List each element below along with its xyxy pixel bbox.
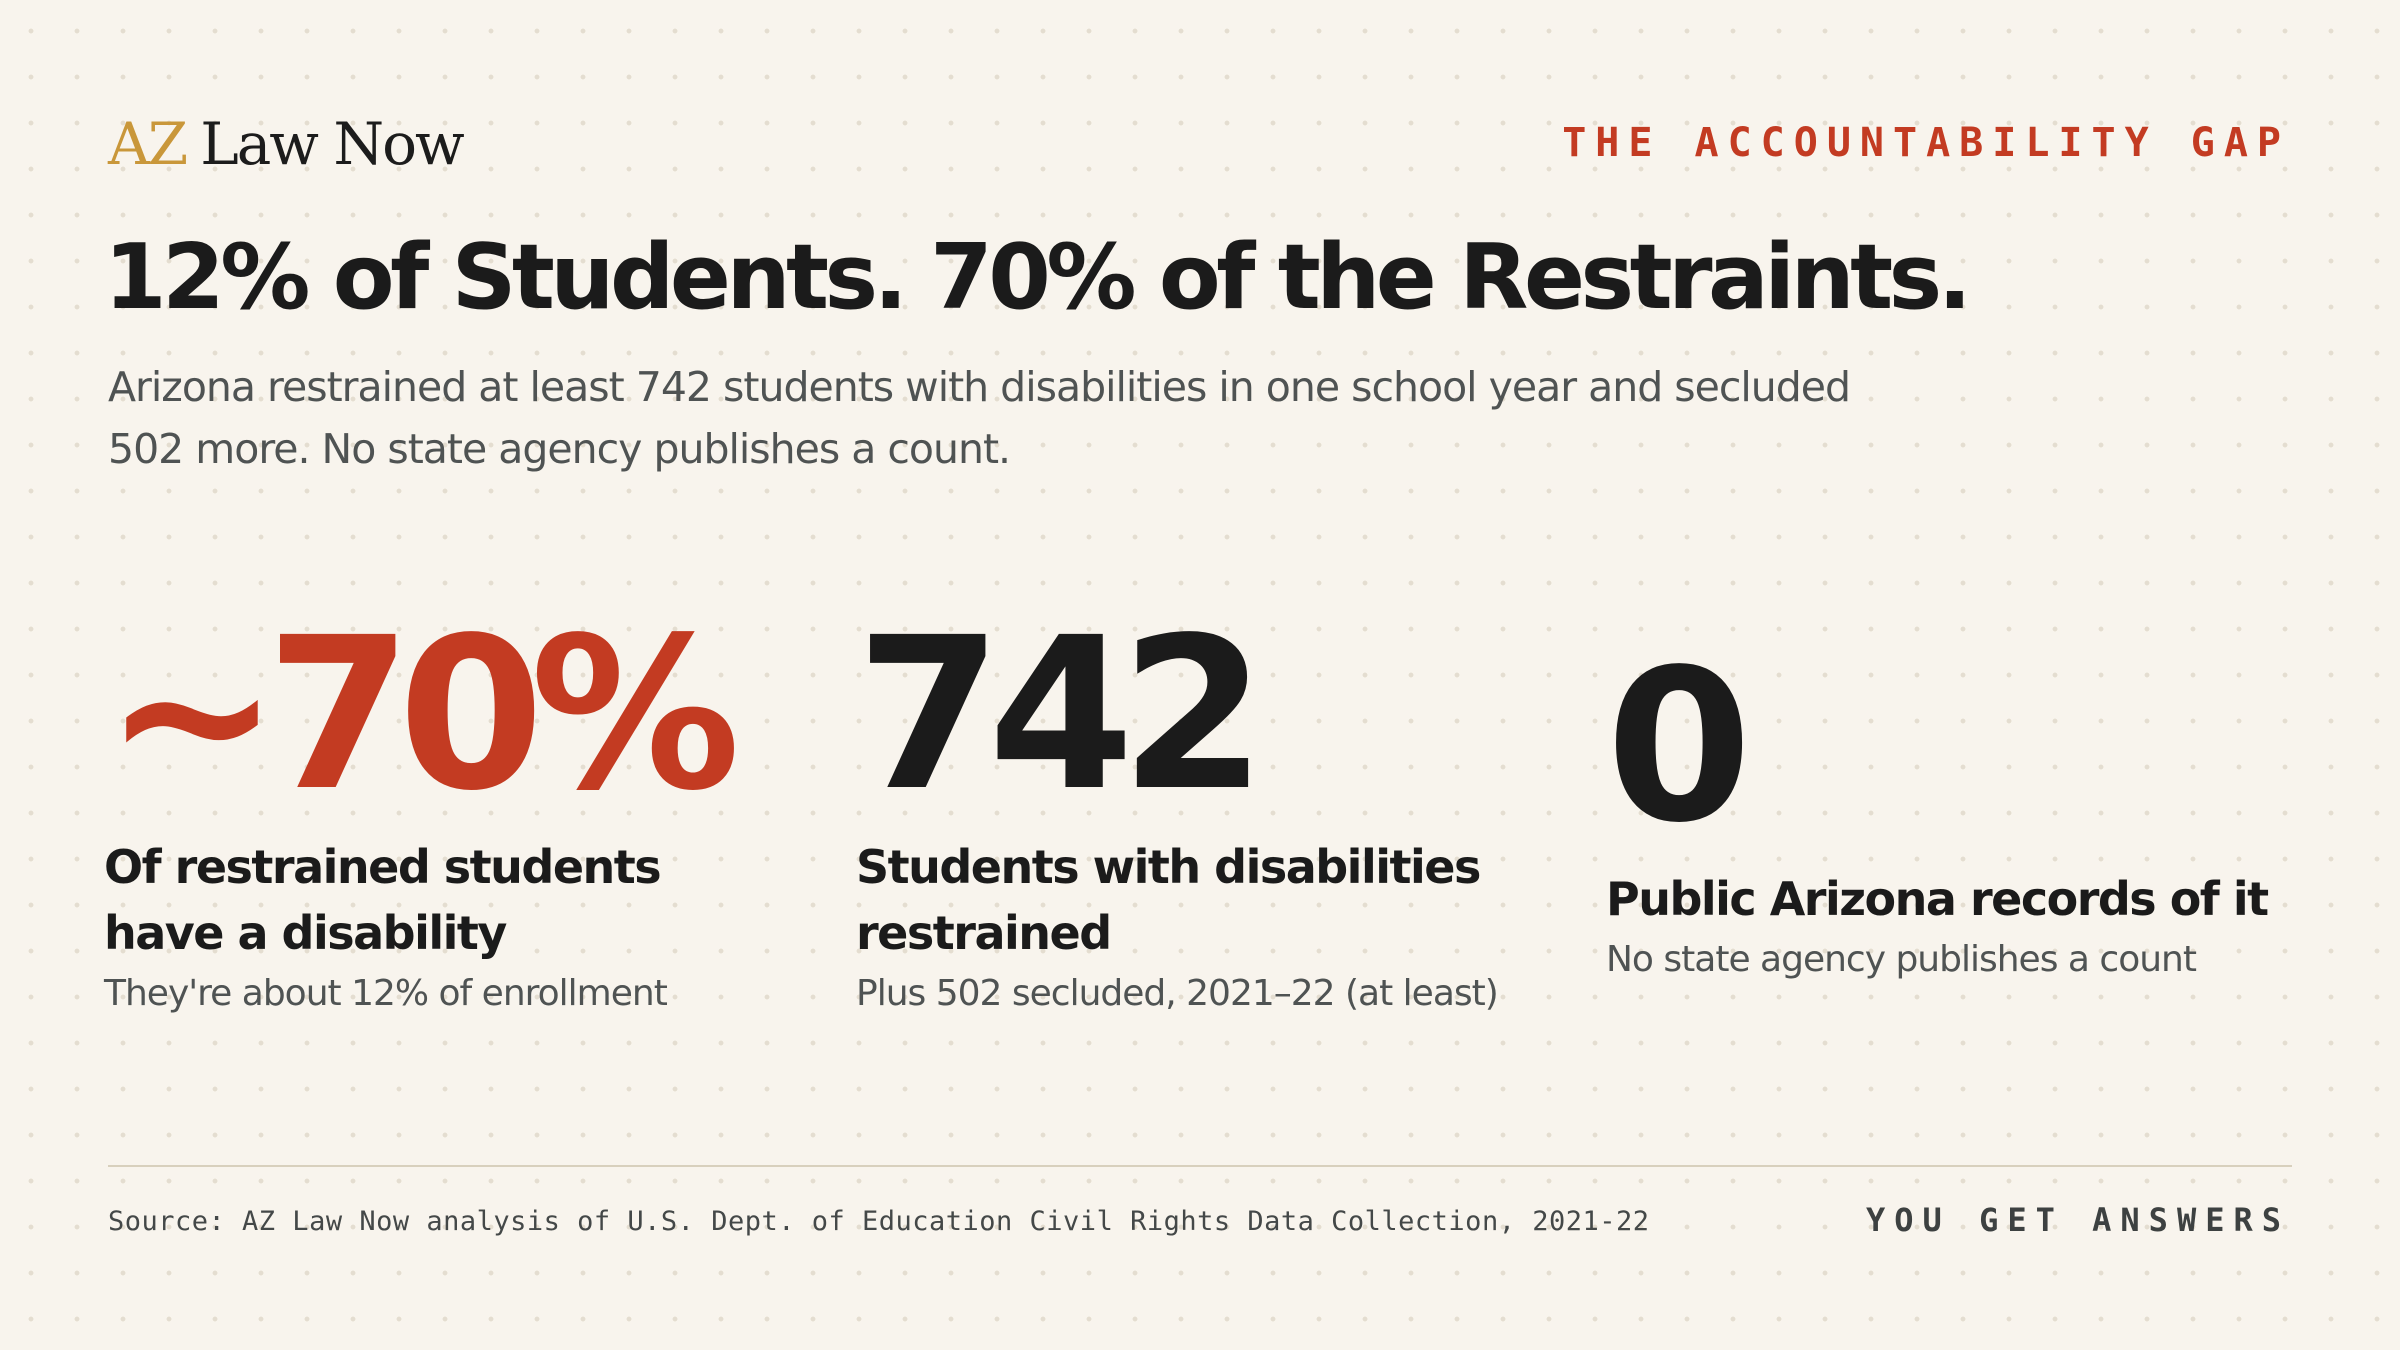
stat-subtext: They're about 12% of enrollment (104, 973, 668, 1014)
stat-value: 0 (1606, 624, 1752, 869)
brand-logo: AZ Law Now (108, 104, 465, 184)
stat-subtext: Plus 502 secluded, 2021–22 (at least) (856, 973, 1499, 1014)
stat-label: Of restrained students have a disability (104, 840, 662, 960)
stat-subtext: No state agency publishes a count (1606, 939, 2197, 980)
brand-logo-name: Law Now (200, 110, 464, 178)
source-note: Source: AZ Law Now analysis of U.S. Dept… (108, 1206, 1650, 1237)
section-kicker: THE ACCOUNTABILITY GAP (1562, 120, 2290, 166)
brand-tagline: YOU GET ANSWERS (1866, 1201, 2290, 1239)
footer-divider (108, 1165, 2292, 1167)
stat-label: Students with disabilities restrained (856, 840, 1481, 960)
stat-students-restrained: 742 Students with disabilities restraine… (856, 600, 1576, 1020)
stat-public-records: 0 Public Arizona records of it No state … (1606, 600, 2326, 986)
page-dek: Arizona restrained at least 742 students… (108, 363, 1851, 473)
page-headline: 12% of Students. 70% of the Restraints. (104, 225, 1972, 330)
stat-value: 742 (856, 592, 1266, 837)
brand-logo-accent: AZ (108, 110, 188, 178)
stat-disability-share: ~70% Of restrained students have a disab… (104, 600, 764, 1020)
stat-label: Public Arizona records of it (1606, 872, 2269, 926)
stat-value: ~70% (104, 592, 741, 837)
